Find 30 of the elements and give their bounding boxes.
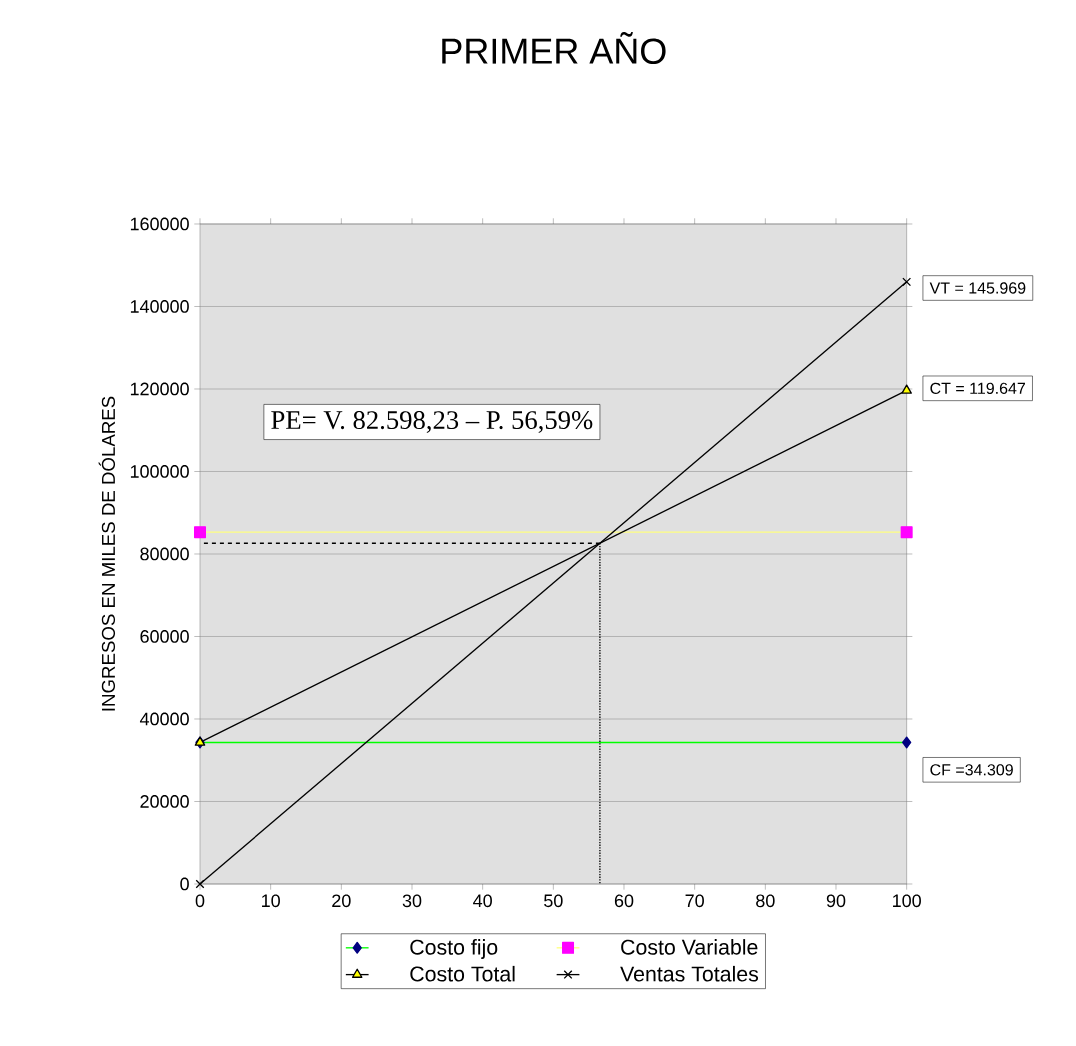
y-axis-title: INGRESOS EN MILES DE DÓLARES [98, 396, 116, 711]
legend-label: Costo Total [410, 965, 515, 982]
legend-label: Costo fijo [410, 939, 498, 959]
y-tick-label: 60000 [140, 630, 189, 643]
text: CF =34.309 [930, 764, 1013, 776]
x-tick-label: 80 [756, 894, 775, 908]
y-tick-label: 0 [180, 877, 189, 891]
y-tick-label: 20000 [140, 795, 189, 808]
x-tick-label: 20 [332, 894, 351, 908]
text: VT = 145.969 [929, 282, 1026, 294]
x-tick-label: 100 [893, 894, 921, 908]
y-tick-label: 120000 [130, 382, 189, 396]
y-tick-label: 80000 [140, 547, 189, 561]
legend-label: Ventas Totales [620, 965, 759, 982]
y-tick-label: 100000 [130, 465, 189, 478]
y-tick-label: 140000 [130, 300, 189, 313]
x-tick-label: 50 [544, 894, 563, 908]
x-tick-label: 40 [473, 894, 492, 908]
x-tick-label: 90 [826, 894, 846, 908]
x-tick-label: 30 [402, 894, 422, 908]
y-tick-label: 40000 [139, 712, 189, 726]
x-tick-label: 70 [685, 894, 704, 908]
legend-label: Costo Variable [621, 939, 758, 955]
chart-title: PRIMER AÑO [442, 32, 666, 64]
text: CT = 119.647 [930, 382, 1025, 394]
x-tick-label: 10 [262, 894, 280, 908]
x-tick-label: 0 [195, 894, 205, 908]
y-tick-label: 160000 [130, 217, 189, 231]
annotation: PE= V. 82.598,23 – P. 56,59% [271, 411, 593, 433]
x-tick-label: 60 [614, 894, 634, 908]
